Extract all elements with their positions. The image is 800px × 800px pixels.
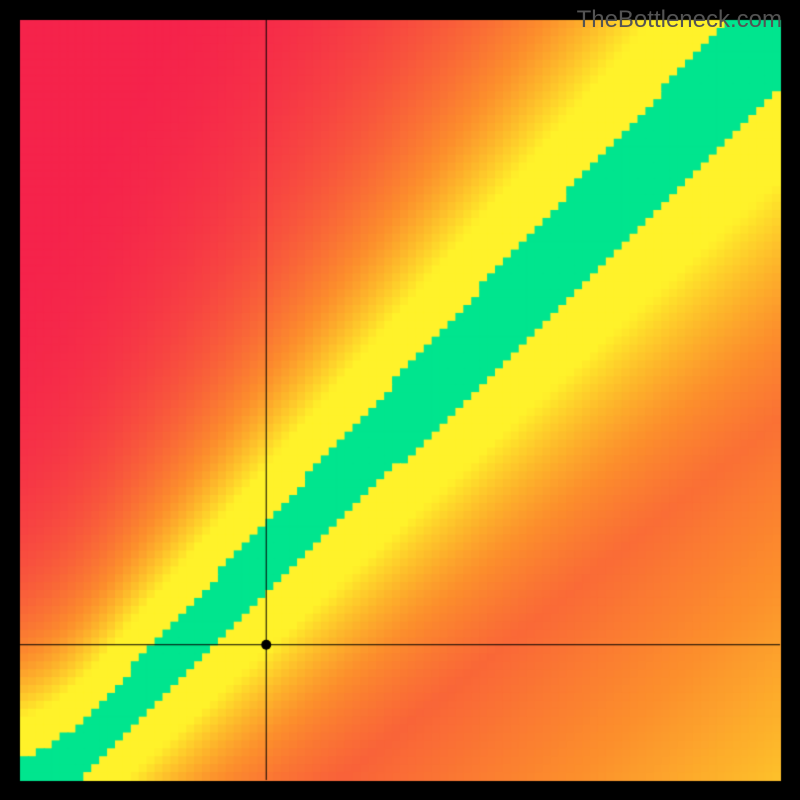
chart-container: TheBottleneck.com	[0, 0, 800, 800]
watermark-text: TheBottleneck.com	[577, 6, 782, 34]
bottleneck-heatmap	[0, 0, 800, 800]
